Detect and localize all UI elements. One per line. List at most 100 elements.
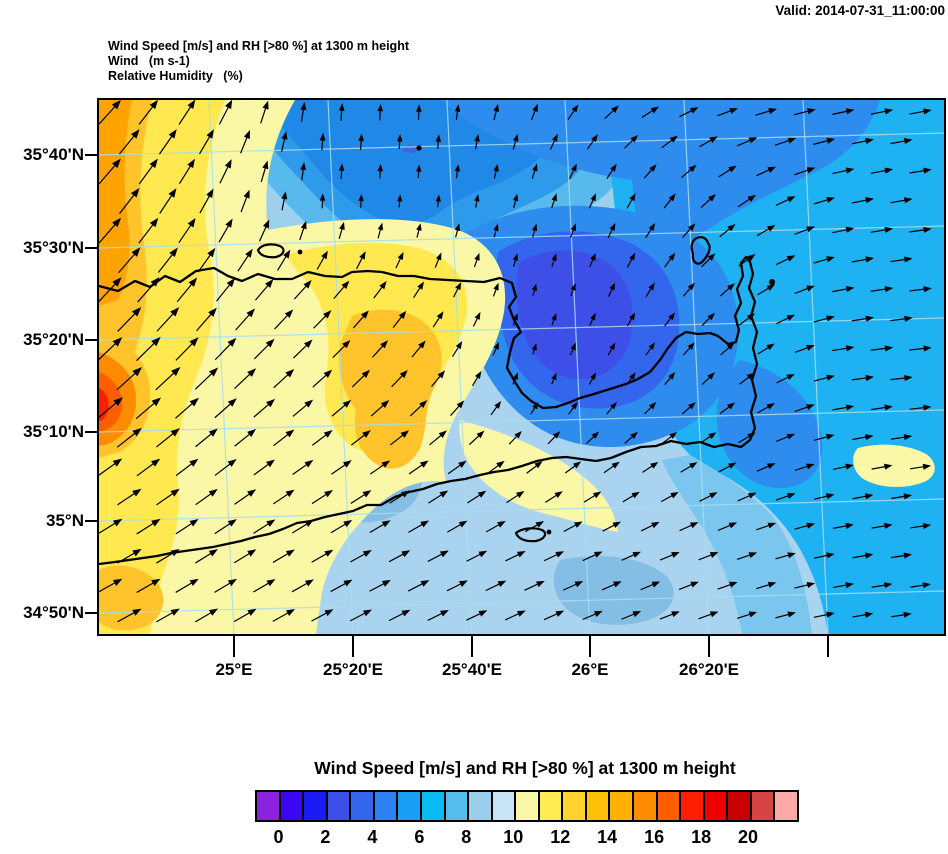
wind-vector-arrow bbox=[260, 100, 269, 124]
wind-vector-arrow bbox=[813, 137, 836, 145]
wind-vector-arrow bbox=[156, 548, 180, 564]
wind-vector-arrow bbox=[871, 582, 893, 589]
wind-vector-arrow bbox=[240, 129, 251, 154]
wind-vector-arrow bbox=[138, 217, 159, 244]
wind-vector-arrow bbox=[466, 550, 488, 562]
wind-vector-arrow bbox=[453, 282, 462, 298]
graticule-meridian bbox=[683, 100, 710, 634]
header-wind-units: Wind (m s-1) bbox=[108, 54, 190, 68]
fill-orange-nw bbox=[99, 100, 132, 306]
wind-vector-arrow bbox=[116, 367, 143, 391]
colorbar-cell bbox=[679, 792, 703, 820]
wind-vector-arrow bbox=[624, 431, 638, 444]
graticule-meridian bbox=[802, 100, 829, 634]
wind-vector-arrow bbox=[606, 163, 617, 179]
wind-vector-arrow bbox=[118, 129, 140, 155]
colorbar-cell bbox=[490, 792, 515, 820]
wind-vector-arrow bbox=[512, 193, 519, 209]
header-rh-units: Relative Humidity (%) bbox=[108, 69, 243, 83]
wind-vector-arrow bbox=[755, 581, 777, 590]
wind-vector-arrow bbox=[813, 374, 835, 382]
wind-vector-arrow bbox=[99, 277, 122, 303]
graticule-parallel bbox=[99, 498, 944, 522]
wind-vector-arrow bbox=[218, 100, 233, 125]
wind-vector-arrow bbox=[276, 249, 291, 271]
wind-vector-arrow bbox=[664, 252, 676, 268]
wind-vector-arrow bbox=[194, 367, 219, 390]
wind-vector-arrow bbox=[373, 281, 387, 299]
graticule-meridian bbox=[327, 100, 354, 634]
islet-dot bbox=[416, 145, 422, 151]
colorbar-cell bbox=[702, 792, 727, 820]
wind-vector-arrow bbox=[662, 431, 678, 444]
wind-vector-arrow bbox=[389, 490, 410, 504]
wind-vector-arrow bbox=[119, 187, 140, 215]
colorbar-tick-label: 0 bbox=[273, 827, 284, 847]
wind-vector-arrow bbox=[775, 493, 796, 501]
lat-tick-label: 35°N bbox=[46, 511, 84, 530]
wind-vector-arrow bbox=[832, 286, 855, 293]
wind-vector-arrow bbox=[871, 522, 893, 530]
wind-vector-arrow bbox=[659, 551, 680, 561]
wind-vector-arrow bbox=[175, 458, 199, 477]
wind-vector-arrow bbox=[233, 549, 257, 564]
wind-vector-arrow bbox=[832, 404, 855, 411]
wind-vector-arrow bbox=[543, 551, 565, 562]
wind-vector-arrow bbox=[454, 104, 461, 120]
wind-vector-arrow bbox=[272, 489, 295, 505]
wind-vector-arrow bbox=[350, 550, 372, 563]
wind-vector-arrow bbox=[531, 223, 538, 238]
wind-vector-arrow bbox=[214, 578, 238, 593]
wind-vector-arrow bbox=[794, 285, 815, 294]
fill-pale-yellow-se bbox=[853, 444, 935, 487]
wind-vector-arrow bbox=[350, 430, 371, 446]
wind-vector-arrow bbox=[794, 581, 816, 589]
wind-vector-arrow bbox=[890, 315, 913, 322]
colorbar-tick-label: 16 bbox=[644, 827, 665, 847]
wind-vector-arrow bbox=[485, 580, 507, 592]
wind-vector-arrow bbox=[156, 307, 180, 332]
colorbar-cell bbox=[325, 792, 350, 820]
wind-vector-arrow bbox=[531, 283, 538, 296]
wind-vector-arrow bbox=[466, 610, 488, 621]
wind-vector-arrow bbox=[718, 462, 737, 473]
wind-vector-arrow bbox=[717, 522, 738, 531]
wind-vector-arrow bbox=[273, 429, 295, 447]
wind-vector-arrow bbox=[195, 608, 219, 623]
wind-vector-arrow bbox=[719, 283, 736, 297]
lon-tick-label: 25°E bbox=[215, 660, 253, 679]
wind-vector-arrow bbox=[716, 108, 739, 117]
wind-vector-arrow bbox=[99, 578, 123, 593]
wind-vector-arrow bbox=[195, 428, 218, 448]
wind-vector-arrow bbox=[293, 280, 312, 300]
wind-vector-arrow bbox=[738, 432, 756, 444]
wind-vector-arrow bbox=[640, 581, 661, 591]
wind-vector-arrow bbox=[545, 491, 563, 503]
wind-vector-arrow bbox=[118, 247, 141, 274]
wind-vector-arrow bbox=[99, 100, 121, 125]
colorbar-cell bbox=[443, 792, 468, 820]
wind-vector-arrow bbox=[570, 283, 576, 297]
wind-vector-arrow bbox=[551, 313, 557, 326]
islet-dot bbox=[297, 249, 303, 255]
wind-vector-arrow bbox=[870, 226, 894, 233]
wind-vector-arrow bbox=[757, 343, 775, 355]
wind-vector-arrow bbox=[492, 282, 499, 297]
wind-vector-arrow bbox=[214, 398, 237, 419]
lat-tick-mark bbox=[85, 339, 99, 341]
wind-vector-arrow bbox=[156, 488, 180, 506]
wind-vector-layer bbox=[99, 100, 932, 623]
wind-vector-arrow bbox=[467, 490, 487, 504]
wind-vector-arrow bbox=[588, 193, 597, 209]
wind-vector-arrow bbox=[413, 281, 425, 298]
wind-vector-arrow bbox=[851, 197, 874, 204]
wind-vector-arrow bbox=[253, 398, 276, 418]
wind-vector-arrow bbox=[233, 608, 257, 623]
wind-vector-arrow bbox=[563, 521, 583, 533]
islet-dot bbox=[546, 529, 552, 535]
wind-vector-arrow bbox=[472, 311, 481, 327]
wind-vector-arrow bbox=[447, 520, 468, 533]
wind-vector-arrow bbox=[891, 611, 912, 618]
lat-tick-mark bbox=[85, 154, 99, 156]
wind-vector-arrow bbox=[175, 337, 199, 361]
